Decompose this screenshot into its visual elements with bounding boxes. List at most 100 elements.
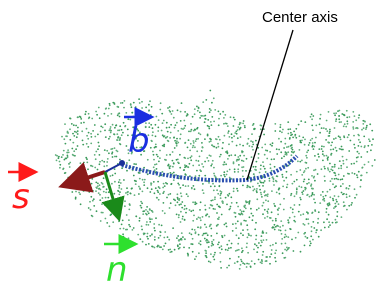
point bbox=[211, 241, 213, 243]
point bbox=[302, 223, 304, 225]
point bbox=[326, 208, 328, 210]
point bbox=[265, 171, 267, 173]
point bbox=[366, 172, 368, 174]
point bbox=[271, 227, 273, 229]
point bbox=[275, 242, 277, 244]
point bbox=[267, 200, 269, 202]
point bbox=[233, 190, 235, 192]
point bbox=[177, 183, 179, 185]
point bbox=[146, 224, 148, 226]
point bbox=[243, 120, 245, 122]
point bbox=[335, 137, 337, 139]
point bbox=[243, 160, 245, 162]
point bbox=[265, 256, 267, 258]
point bbox=[256, 251, 258, 253]
point bbox=[173, 162, 175, 164]
point bbox=[237, 168, 239, 170]
point bbox=[180, 203, 182, 205]
point bbox=[106, 161, 108, 163]
point bbox=[315, 125, 317, 127]
point bbox=[149, 221, 151, 223]
point bbox=[329, 171, 331, 173]
point bbox=[168, 164, 170, 166]
point bbox=[256, 161, 258, 163]
point bbox=[316, 159, 318, 161]
point bbox=[77, 133, 79, 135]
point bbox=[95, 111, 97, 113]
point bbox=[311, 195, 313, 197]
point bbox=[311, 188, 313, 190]
point bbox=[83, 122, 85, 124]
point bbox=[95, 187, 97, 189]
point bbox=[204, 233, 206, 235]
point bbox=[77, 171, 79, 173]
point bbox=[340, 179, 342, 181]
point bbox=[175, 124, 177, 126]
point bbox=[119, 179, 121, 181]
point bbox=[354, 197, 356, 199]
point bbox=[147, 238, 149, 240]
point bbox=[126, 162, 128, 164]
point bbox=[239, 124, 241, 126]
point bbox=[164, 185, 166, 187]
point bbox=[226, 244, 228, 246]
point bbox=[308, 144, 310, 146]
point bbox=[163, 237, 165, 239]
point bbox=[299, 140, 301, 142]
point bbox=[231, 137, 233, 139]
point bbox=[371, 165, 373, 167]
point bbox=[371, 144, 373, 146]
point bbox=[255, 140, 257, 142]
point bbox=[341, 149, 343, 151]
point bbox=[227, 158, 229, 160]
point bbox=[192, 201, 194, 203]
point bbox=[180, 133, 182, 135]
point bbox=[334, 206, 336, 208]
point bbox=[88, 132, 90, 134]
point bbox=[193, 142, 195, 144]
point bbox=[220, 197, 222, 199]
point bbox=[329, 129, 331, 131]
point bbox=[173, 117, 175, 119]
point bbox=[366, 127, 368, 129]
point bbox=[227, 125, 229, 127]
point bbox=[125, 192, 127, 194]
point bbox=[73, 150, 75, 152]
point bbox=[213, 97, 215, 99]
point bbox=[149, 191, 151, 193]
point bbox=[277, 225, 279, 227]
point bbox=[85, 157, 87, 159]
point bbox=[325, 211, 327, 213]
point bbox=[208, 182, 210, 184]
point bbox=[191, 155, 193, 157]
point bbox=[279, 130, 281, 132]
point bbox=[88, 191, 90, 193]
n-arrow bbox=[105, 172, 119, 219]
point bbox=[138, 186, 140, 188]
point bbox=[285, 177, 287, 179]
point bbox=[308, 182, 310, 184]
point bbox=[139, 187, 141, 189]
point bbox=[194, 229, 196, 231]
point bbox=[337, 179, 339, 181]
point bbox=[335, 199, 337, 201]
point bbox=[260, 128, 262, 130]
point bbox=[199, 217, 201, 219]
point bbox=[242, 176, 244, 178]
point bbox=[266, 239, 268, 241]
point bbox=[107, 197, 109, 199]
point bbox=[146, 236, 148, 238]
point bbox=[362, 123, 364, 125]
point bbox=[286, 154, 288, 156]
point bbox=[200, 115, 202, 117]
point bbox=[322, 160, 324, 162]
point bbox=[269, 151, 271, 153]
point bbox=[158, 237, 160, 239]
point bbox=[304, 179, 306, 181]
point bbox=[285, 230, 287, 232]
point bbox=[110, 132, 112, 134]
point bbox=[295, 237, 297, 239]
point bbox=[354, 188, 356, 190]
point bbox=[170, 172, 172, 174]
point bbox=[310, 235, 312, 237]
